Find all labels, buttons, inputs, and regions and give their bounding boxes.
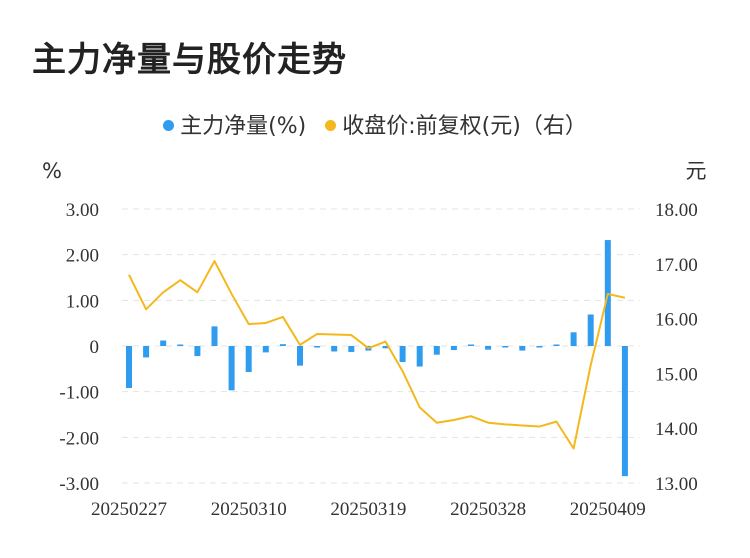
right-tick-label: 18.00 <box>655 200 698 221</box>
left-tick-label: -2.00 <box>59 428 99 449</box>
bar <box>468 344 474 346</box>
legend-line-marker <box>325 120 337 131</box>
right-tick-label: 17.00 <box>655 255 698 276</box>
legend: 主力净量(%) 收盘价:前复权(元)（右） <box>0 108 750 140</box>
right-tick-label: 13.00 <box>655 474 698 495</box>
bar <box>399 346 406 362</box>
right-axis-unit: 元 <box>686 159 707 183</box>
bar <box>177 344 184 346</box>
left-tick-label: -3.00 <box>59 474 99 495</box>
left-axis-unit: % <box>42 159 62 183</box>
bar <box>553 344 560 346</box>
right-tick-label: 16.00 <box>655 310 698 331</box>
x-tick-label: 20250227 <box>91 499 167 520</box>
bar <box>348 346 355 352</box>
left-tick-label: 2.00 <box>66 246 99 267</box>
bar <box>570 332 577 346</box>
bar <box>502 346 509 348</box>
x-tick-label: 20250310 <box>211 499 287 520</box>
bar <box>228 346 235 391</box>
bar <box>194 346 201 357</box>
bar <box>262 346 269 353</box>
right-tick-label: 14.00 <box>655 419 698 440</box>
bar <box>587 314 594 346</box>
legend-item-bar[interactable]: 主力净量(%) <box>163 108 306 140</box>
x-tick-label: 20250409 <box>570 499 646 520</box>
legend-bar-label: 主力净量(%) <box>180 114 307 139</box>
bar <box>433 346 440 355</box>
bar <box>126 346 132 389</box>
bar <box>450 346 457 351</box>
bar <box>297 346 303 366</box>
legend-bar-marker <box>163 120 175 131</box>
bar <box>519 346 526 351</box>
price-line <box>128 260 626 450</box>
legend-line-label: 收盘价:前复权(元)（右） <box>342 114 587 139</box>
bar <box>211 326 218 346</box>
x-tick-label: 20250319 <box>330 499 406 520</box>
bar <box>331 346 338 352</box>
bar <box>382 346 389 349</box>
right-tick-label: 15.00 <box>655 364 698 385</box>
left-tick-label: 0 <box>90 337 100 358</box>
left-tick-label: 1.00 <box>66 291 99 312</box>
chart-title: 主力净量与股价走势 <box>32 40 347 80</box>
bar <box>143 346 150 358</box>
bar <box>621 346 628 477</box>
bar <box>536 346 543 348</box>
legend-item-line[interactable]: 收盘价:前复权(元)（右） <box>325 108 587 140</box>
x-tick-label: 20250328 <box>450 499 526 520</box>
bar <box>416 346 423 367</box>
bar <box>485 346 492 350</box>
bar <box>279 344 286 346</box>
bar <box>314 346 321 348</box>
left-tick-label: 3.00 <box>66 200 99 221</box>
left-tick-label: -1.00 <box>59 383 99 404</box>
bar <box>245 346 252 373</box>
bar <box>160 340 167 346</box>
